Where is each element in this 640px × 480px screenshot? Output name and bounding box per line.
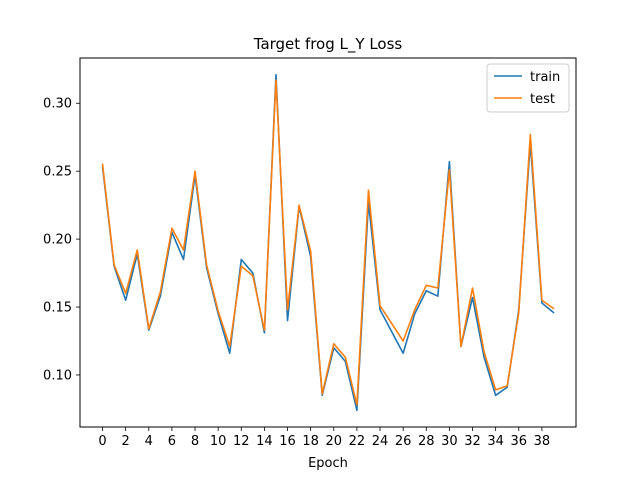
y-tick-label: 0.30: [43, 97, 72, 112]
plot-frame: [79, 57, 577, 428]
x-tick-label: 30: [441, 434, 458, 449]
x-tick-label: 28: [418, 434, 435, 449]
y-tick-label: 0.10: [43, 368, 72, 383]
x-tick-label: 36: [510, 434, 527, 449]
x-tick-label: 8: [191, 434, 199, 449]
legend: train test: [486, 63, 570, 113]
x-tick-label: 2: [122, 434, 130, 449]
x-tick-label: 14: [256, 434, 273, 449]
x-tick-label: 16: [279, 434, 296, 449]
legend-label-train: train: [530, 70, 560, 85]
x-tick-label: 6: [168, 434, 176, 449]
chart-title: Target frog L_Y Loss: [253, 35, 403, 54]
x-tick-label: 12: [233, 434, 250, 449]
x-tick-label: 10: [210, 434, 227, 449]
series-layer: [101, 73, 555, 412]
x-tick-label: 38: [534, 434, 551, 449]
x-tick-label: 34: [487, 434, 504, 449]
x-tick-label: 4: [145, 434, 153, 449]
x-tick-label: 22: [349, 434, 366, 449]
legend-label-test: test: [530, 92, 555, 107]
x-tick-label: 32: [464, 434, 481, 449]
x-tick-label: 18: [302, 434, 319, 449]
x-axis-label: Epoch: [308, 456, 348, 471]
x-axis-ticks: 0 2 4 6 8 10 12 14 16 18 20 22 24 26 28 30 32 34 36 38: [98, 427, 550, 449]
x-tick-label: 26: [395, 434, 412, 449]
y-tick-label: 0.15: [43, 301, 72, 316]
series-line-test: [101, 79, 555, 406]
x-tick-label: 24: [372, 434, 389, 449]
y-tick-label: 0.20: [43, 233, 72, 248]
x-tick-label: 20: [326, 434, 343, 449]
y-axis-ticks: 0.10 0.15 0.20 0.25 0.30: [43, 97, 80, 383]
y-tick-label: 0.25: [43, 165, 72, 180]
x-tick-label: 0: [98, 434, 106, 449]
